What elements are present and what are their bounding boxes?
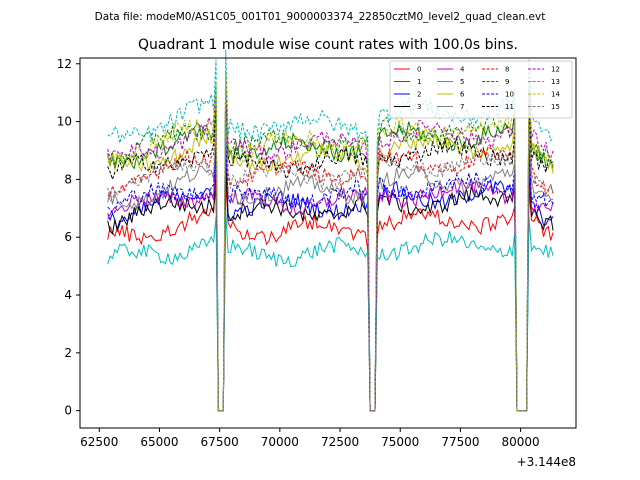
legend-label: 1 <box>417 78 421 86</box>
series-line-5 <box>107 211 554 412</box>
legend-label: 2 <box>417 91 421 99</box>
y-tick-label: 4 <box>64 288 72 302</box>
legend-label: 4 <box>460 66 465 74</box>
x-tick-label: 67500 <box>201 435 239 449</box>
y-tick-label: 8 <box>64 172 72 186</box>
x-tick-label: 70000 <box>261 435 299 449</box>
x-tick-label: 72500 <box>321 435 359 449</box>
legend-label: 7 <box>460 103 464 111</box>
x-tick-label: 77500 <box>441 435 479 449</box>
legend-label: 14 <box>551 91 560 99</box>
legend-label: 10 <box>505 91 514 99</box>
series-line-1 <box>107 79 554 412</box>
legend-box <box>389 60 573 119</box>
series-layer <box>107 49 554 412</box>
legend-label: 6 <box>460 91 465 99</box>
x-tick-label: 62500 <box>80 435 118 449</box>
legend-label: 12 <box>551 66 560 74</box>
series-line-11 <box>107 98 554 412</box>
y-tick-label: 6 <box>64 230 72 244</box>
series-line-10 <box>107 139 554 412</box>
series-line-4 <box>107 147 554 412</box>
legend-label: 13 <box>551 78 560 86</box>
series-line-0 <box>107 181 554 412</box>
series-line-3 <box>107 158 554 412</box>
legend-label: 8 <box>505 66 509 74</box>
series-line-6 <box>107 90 554 412</box>
legend-label: 11 <box>505 103 514 111</box>
suptitle: Data file: modeM0/AS1C05_001T01_90000033… <box>95 11 546 23</box>
y-tick-label: 12 <box>57 57 72 71</box>
plot-frame <box>79 57 577 429</box>
legend-label: 3 <box>417 103 421 111</box>
x-tick-label: 80000 <box>502 435 540 449</box>
y-tick-label: 0 <box>64 404 72 418</box>
series-line-9 <box>107 72 554 412</box>
x-tick-label: 75000 <box>381 435 419 449</box>
series-line-14 <box>107 72 554 412</box>
legend-label: 0 <box>417 66 421 74</box>
legend-label: 9 <box>505 78 509 86</box>
legend-label: 15 <box>551 103 560 111</box>
x-axis-offset-label: +3.144e8 <box>517 455 576 469</box>
series-line-12 <box>107 75 554 412</box>
x-tick-label: 65000 <box>140 435 178 449</box>
y-tick-label: 10 <box>57 115 72 129</box>
x-axis-ticks: 62500 65000 67500 70000 72500 75000 77500 80000 <box>80 428 540 449</box>
series-line-2 <box>107 151 554 412</box>
series-line-8 <box>107 109 554 412</box>
legend-label: 5 <box>460 78 464 86</box>
y-axis-ticks: 0 2 4 6 8 10 12 <box>57 57 80 418</box>
chart-title: Quadrant 1 module wise count rates with … <box>138 37 518 53</box>
series-line-15 <box>107 113 554 412</box>
y-tick-label: 2 <box>64 346 72 360</box>
series-line-7 <box>107 132 554 412</box>
